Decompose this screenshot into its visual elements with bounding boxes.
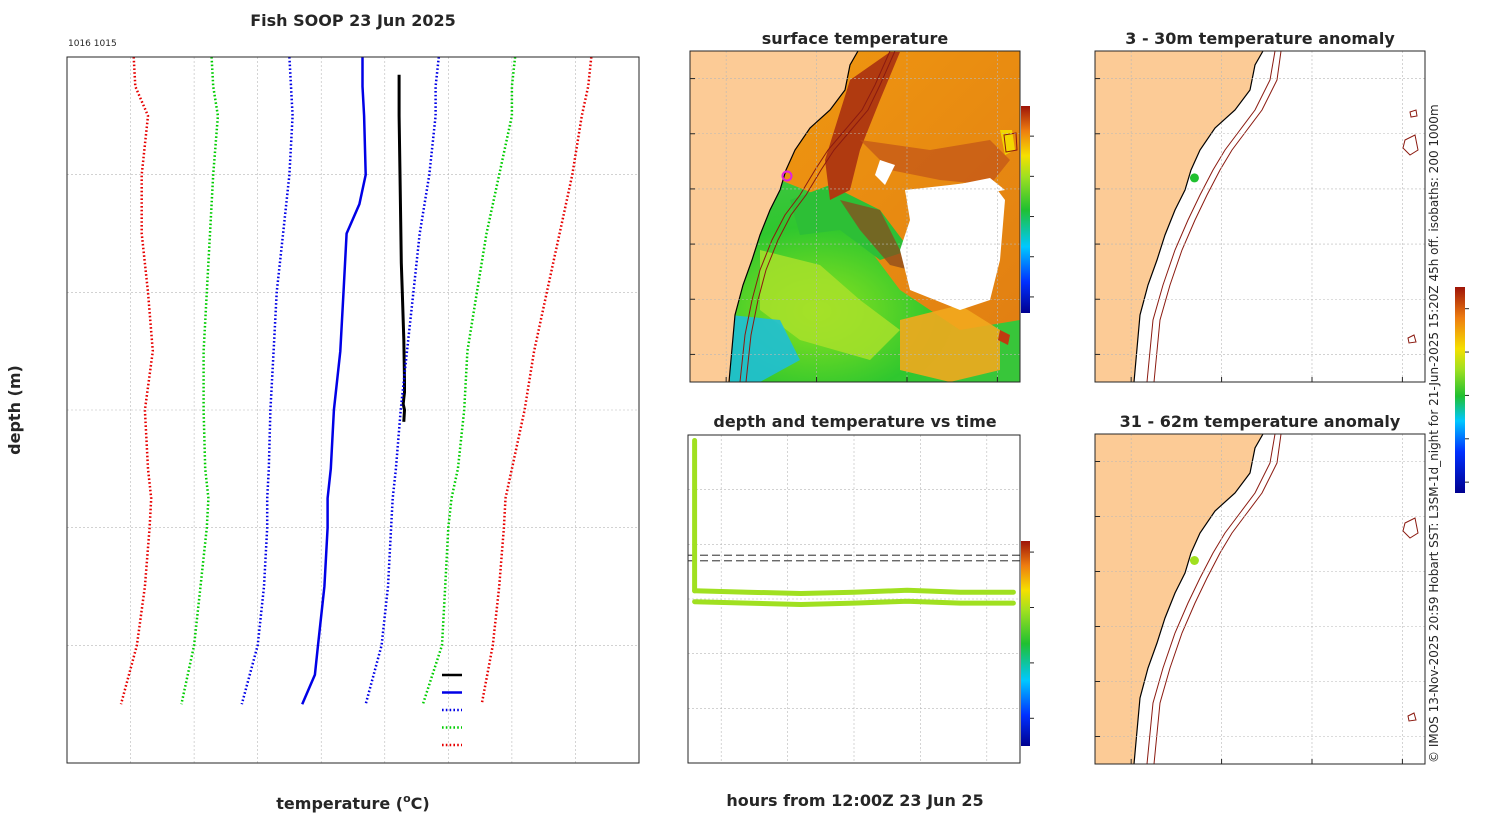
sst-map-title: surface temperature (762, 29, 949, 48)
time-grid (688, 434, 1020, 764)
profile-series-line (240, 56, 294, 705)
anomaly-colorbar-ticks (1465, 308, 1469, 483)
profile-corner-label: 1016 1015 (68, 39, 117, 49)
anomaly-upper-marker (1189, 173, 1199, 183)
anomaly-upper-panel: 3 - 30m temperature anomaly (1094, 29, 1426, 383)
anomaly-colorbar (1455, 287, 1465, 493)
profile-series (119, 56, 593, 705)
anomaly-lower-axes-box (1094, 433, 1426, 765)
profile-xlabel: temperature (oC) (276, 792, 429, 813)
anomaly-upper-grid (1095, 51, 1425, 382)
anomaly-lower-title: 31 - 62m temperature anomaly (1120, 412, 1401, 431)
profile-ylabel: depth (m) (5, 365, 24, 455)
profile-grid (66, 56, 640, 764)
sst-map-panel: surface temperature (689, 29, 1034, 383)
time-series (688, 438, 1020, 607)
time-panel: depth and temperature vs time hours from… (687, 412, 1034, 810)
anomaly-upper-axes-box (1094, 50, 1426, 383)
time-series-line (692, 587, 1016, 596)
profile-series-line (421, 56, 517, 705)
profile-legend (442, 673, 462, 747)
time-colorbar-ticks (1030, 551, 1034, 719)
side-note: © IMOS 13-Nov-2025 20:59 Hobart SST: L3S… (1427, 104, 1441, 763)
anomaly-lower-marker (1189, 556, 1199, 565)
time-xlabel: hours from 12:00Z 23 Jun 25 (726, 791, 983, 810)
sst-colorbar (1021, 106, 1030, 313)
time-axes-box (687, 434, 1021, 764)
sst-field (690, 51, 1020, 382)
anomaly-colorbar-group (1455, 287, 1469, 493)
sst-map-grid (690, 51, 1020, 382)
anomaly-lower-grid (1095, 434, 1425, 764)
profile-axes-box (66, 56, 640, 764)
profile-series-line (180, 56, 220, 705)
profile-series-line (364, 56, 441, 705)
anomaly-lower-panel: 31 - 62m temperature anomaly (1094, 412, 1426, 765)
profile-series-line (397, 74, 406, 422)
anomaly-upper-title: 3 - 30m temperature anomaly (1125, 29, 1395, 48)
sst-map-axes-box (689, 50, 1021, 383)
profile-series-line (480, 56, 593, 705)
time-series-line (692, 598, 1016, 607)
profile-panel: Fish SOOP 23 Jun 2025 1016 1015 temperat… (5, 11, 640, 813)
sst-colorbar-ticks (1030, 135, 1034, 298)
profile-title: Fish SOOP 23 Jun 2025 (250, 11, 456, 30)
time-title: depth and temperature vs time (713, 412, 996, 431)
profile-series-line (119, 56, 155, 705)
profile-series-line (301, 57, 367, 705)
sst-location-marker (781, 170, 793, 182)
time-colorbar (1021, 541, 1030, 746)
